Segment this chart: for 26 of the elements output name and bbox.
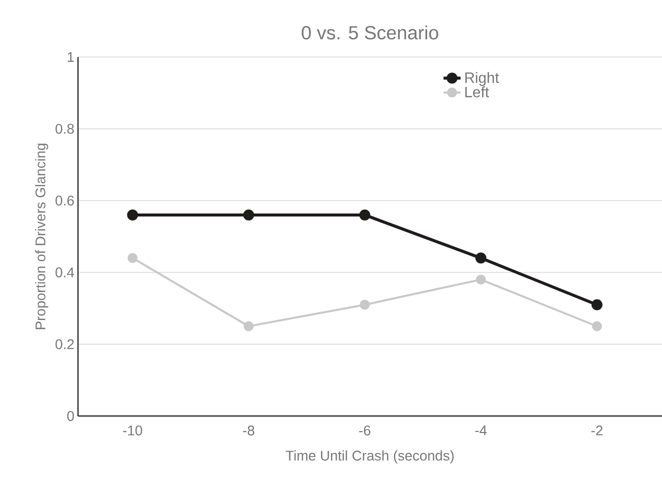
chart-title: 0 vs. 5 Scenario (302, 26, 438, 40)
point (128, 253, 138, 264)
legend-label: Right (465, 72, 499, 86)
point (591, 299, 602, 310)
y-tick-label: 0.4 (56, 267, 74, 278)
y-tick-label: 0.8 (56, 124, 74, 134)
y-axis-title: Proportion of Drivers Glancing (35, 144, 48, 330)
point (592, 321, 602, 332)
point (244, 321, 254, 332)
y-tick-label: 1 (68, 52, 74, 62)
y-tick-label: 0 (67, 411, 74, 421)
point (359, 209, 370, 220)
x-tick-label: -8 (243, 426, 254, 436)
x-tick-label: -2 (591, 426, 603, 436)
y-tick-label: 0.2 (56, 339, 74, 350)
point (360, 300, 370, 310)
x-tick-label: -4 (475, 426, 487, 436)
point (127, 209, 138, 220)
x-tick-label: -10 (123, 426, 142, 436)
legend-label: Left (465, 86, 490, 98)
x-tick-label: -6 (359, 426, 370, 436)
x-axis-title: Time Until Crash (seconds) (286, 450, 454, 464)
y-tick-label: 0.6 (56, 196, 74, 206)
point (476, 274, 486, 285)
point (475, 252, 486, 264)
point (243, 209, 254, 220)
